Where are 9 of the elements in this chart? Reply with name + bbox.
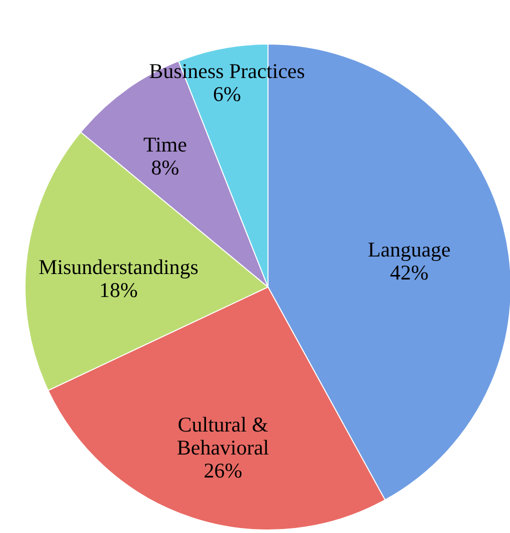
data-label: 6% <box>213 82 242 106</box>
data-label: 8% <box>151 155 180 180</box>
slice-label: Misunderstandings <box>38 255 198 280</box>
data-label: 18% <box>99 278 138 302</box>
slice-label: Cultural & Behavioral <box>176 412 270 460</box>
slice-label: Time <box>143 132 187 156</box>
data-label: 26% <box>204 458 242 483</box>
data-label: 42% <box>390 260 428 285</box>
slice-label: Language <box>368 238 451 262</box>
